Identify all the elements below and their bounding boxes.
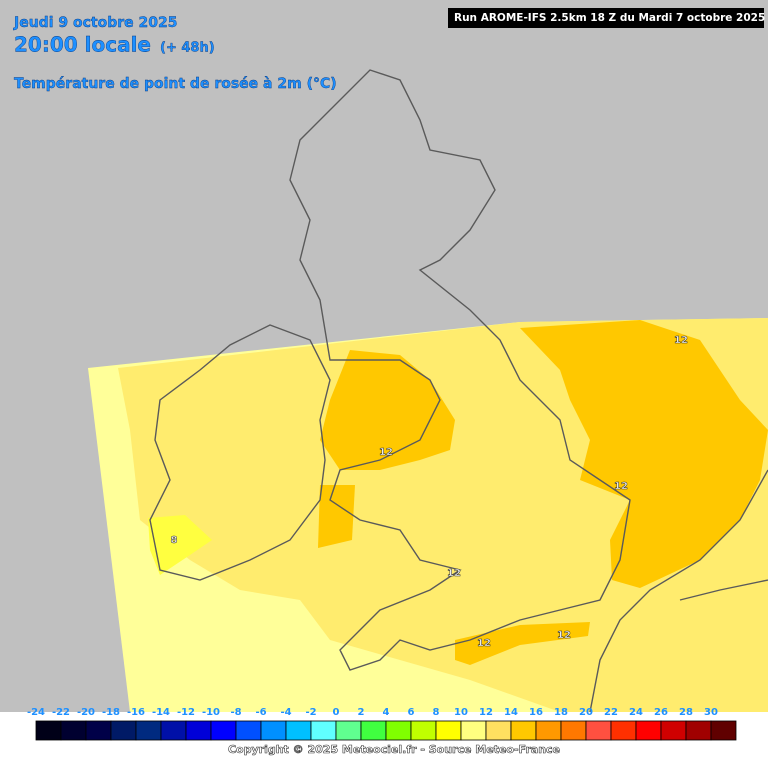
colorbar-swatch xyxy=(460,720,487,741)
colorbar-swatch xyxy=(310,720,337,741)
colorbar-swatch xyxy=(35,720,62,741)
colorbar-swatch xyxy=(360,720,387,741)
field-8 xyxy=(148,515,212,575)
colorbar-label: 10 xyxy=(454,707,468,718)
contour-label: 12 xyxy=(557,630,571,641)
colorbar-label: 20 xyxy=(579,707,593,718)
colorbar-label: -2 xyxy=(305,707,316,718)
colorbar-label: 28 xyxy=(679,707,693,718)
colorbar-label: 8 xyxy=(433,707,440,718)
coastline xyxy=(289,69,631,671)
colorbar-swatch xyxy=(535,720,562,741)
contour-label: 12 xyxy=(614,481,628,492)
coastline xyxy=(589,469,768,713)
contour-label: 12 xyxy=(379,447,393,458)
colorbar-swatch xyxy=(410,720,437,741)
colorbar-label: 18 xyxy=(554,707,568,718)
contour-label: 12 xyxy=(674,335,688,346)
contour-label: 8 xyxy=(171,535,178,546)
colorbar-swatch xyxy=(385,720,412,741)
colorbar-label: -22 xyxy=(52,707,70,718)
colorbar-swatch xyxy=(660,720,687,741)
colorbar-label: 4 xyxy=(383,707,390,718)
colorbar-label: 22 xyxy=(604,707,618,718)
copyright: Copyright © 2025 Meteociel.fr - Source M… xyxy=(228,743,560,756)
colorbar-swatch xyxy=(110,720,137,741)
colorbar-label: -4 xyxy=(280,707,291,718)
colorbar-label: -24 xyxy=(27,707,45,718)
field-14 xyxy=(520,320,768,588)
contour-label: 12 xyxy=(477,638,491,649)
colorbar-label: 2 xyxy=(358,707,365,718)
colorbar-label: 0 xyxy=(333,707,340,718)
colorbar-label: -6 xyxy=(255,707,266,718)
lead-time: (+ 48h) xyxy=(160,41,215,56)
colorbar-swatch xyxy=(235,720,262,741)
colorbar-label: 6 xyxy=(408,707,415,718)
colorbar-label: -10 xyxy=(202,707,220,718)
run-banner xyxy=(448,8,764,28)
colorbar-swatch xyxy=(260,720,287,741)
colorbar-swatch xyxy=(635,720,662,741)
colorbar-label: -14 xyxy=(152,707,170,718)
colorbar-label: -8 xyxy=(230,707,241,718)
colorbar-swatch xyxy=(85,720,112,741)
colorbar-label: 16 xyxy=(529,707,543,718)
colorbar-swatch xyxy=(435,720,462,741)
parameter: Température de point de rosée à 2m (°C) xyxy=(14,76,337,92)
colorbar-label: 30 xyxy=(704,707,718,718)
colorbar-label: -18 xyxy=(102,707,120,718)
colorbar-label: 24 xyxy=(629,707,643,718)
field-14 xyxy=(320,350,455,470)
colorbar-swatch xyxy=(585,720,612,741)
colorbar-swatch xyxy=(610,720,637,741)
colorbar-swatch xyxy=(335,720,362,741)
colorbar-swatch xyxy=(485,720,512,741)
colorbar-label: 14 xyxy=(504,707,518,718)
date: Jeudi 9 octobre 2025 xyxy=(13,15,177,31)
colorbar-label: -12 xyxy=(177,707,195,718)
colorbar-swatch xyxy=(510,720,537,741)
coastline xyxy=(149,324,331,581)
contour-label: 12 xyxy=(447,568,461,579)
colorbar-label: 26 xyxy=(654,707,668,718)
colorbar-swatch xyxy=(135,720,162,741)
colorbar-swatch xyxy=(210,720,237,741)
colorbar-swatch xyxy=(285,720,312,741)
time: 20:00 locale xyxy=(14,33,151,57)
colorbar-label: 12 xyxy=(479,707,493,718)
colorbar-swatch xyxy=(685,720,712,741)
colorbar-label: -20 xyxy=(77,707,95,718)
run-info: Run AROME-IFS 2.5km 18 Z du Mardi 7 octo… xyxy=(454,12,765,24)
colorbar-swatch xyxy=(160,720,187,741)
colorbar-swatch xyxy=(60,720,87,741)
colorbar-swatch xyxy=(710,720,737,741)
field-14 xyxy=(318,485,355,548)
colorbar-swatch xyxy=(560,720,587,741)
colorbar-swatch xyxy=(185,720,212,741)
colorbar-label: -16 xyxy=(127,707,145,718)
